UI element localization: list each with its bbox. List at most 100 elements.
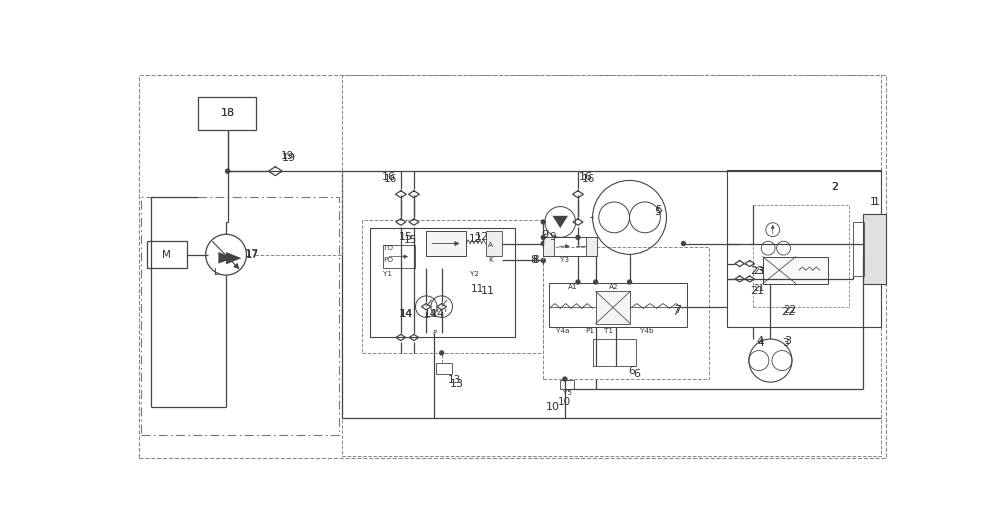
Text: 13: 13 (448, 375, 461, 385)
Text: 10: 10 (546, 402, 560, 412)
Circle shape (575, 234, 581, 240)
Text: 6: 6 (629, 366, 635, 376)
Text: 14': 14' (424, 309, 440, 319)
Bar (436, 363, 452, 374)
Circle shape (225, 168, 230, 174)
Text: 11: 11 (471, 284, 484, 294)
Text: Y4b: Y4b (640, 328, 654, 334)
Text: Y2: Y2 (470, 270, 479, 277)
Text: A1: A1 (568, 284, 577, 290)
Text: 5: 5 (655, 205, 662, 215)
Text: 19: 19 (281, 151, 294, 161)
Text: 12: 12 (469, 234, 482, 244)
Bar (549, 283, 687, 327)
Bar (853, 222, 864, 276)
Text: 21: 21 (750, 286, 764, 296)
Text: 3: 3 (783, 338, 789, 348)
Text: 9: 9 (541, 230, 548, 240)
Text: TO: TO (383, 245, 393, 251)
Text: Y3: Y3 (560, 258, 569, 263)
Bar (342, 75, 881, 456)
Bar (370, 228, 515, 337)
Polygon shape (226, 252, 241, 265)
Bar (593, 339, 636, 366)
Text: 21: 21 (753, 285, 765, 294)
Bar (560, 380, 574, 389)
Text: 22: 22 (783, 305, 796, 315)
Text: P1: P1 (585, 328, 594, 334)
Text: 18: 18 (221, 108, 235, 118)
Text: 14': 14' (431, 309, 448, 319)
Bar (863, 214, 886, 284)
Text: A: A (488, 242, 493, 248)
Text: 23: 23 (753, 267, 765, 276)
Text: 15: 15 (404, 235, 417, 246)
Text: T1: T1 (604, 328, 613, 334)
Circle shape (681, 241, 686, 246)
Text: 4: 4 (757, 338, 764, 348)
Polygon shape (218, 252, 234, 263)
Text: 16: 16 (579, 172, 593, 182)
Text: 3: 3 (785, 336, 792, 345)
Text: 23: 23 (750, 266, 764, 276)
Text: L: L (214, 268, 219, 277)
Circle shape (575, 279, 581, 285)
Text: 16: 16 (382, 172, 396, 182)
Text: A2: A2 (609, 284, 619, 290)
Text: 18: 18 (221, 108, 235, 118)
Circle shape (627, 279, 632, 285)
Bar (383, 245, 415, 268)
Text: 10: 10 (558, 397, 571, 407)
Circle shape (562, 376, 568, 382)
Text: 6: 6 (634, 369, 641, 379)
Circle shape (541, 258, 546, 263)
Text: 14: 14 (399, 309, 413, 319)
Text: 16: 16 (581, 174, 595, 184)
Circle shape (541, 234, 546, 240)
Text: 15: 15 (399, 232, 413, 242)
Text: 1: 1 (870, 197, 876, 207)
Circle shape (541, 241, 546, 246)
Bar (426, 231, 466, 256)
Text: 7: 7 (672, 307, 679, 317)
Text: 8: 8 (532, 256, 539, 266)
Text: 14: 14 (400, 309, 413, 319)
Text: 8: 8 (530, 256, 538, 266)
Bar (486, 231, 502, 256)
Text: 13: 13 (450, 379, 464, 389)
Polygon shape (553, 216, 568, 228)
Bar (362, 220, 543, 353)
Bar (147, 241, 187, 268)
Bar (543, 247, 709, 379)
Bar (596, 291, 630, 324)
Bar (543, 237, 597, 256)
Text: 2: 2 (831, 182, 838, 192)
Bar (753, 205, 849, 307)
Text: 17: 17 (246, 250, 259, 260)
Text: 9: 9 (549, 232, 556, 242)
Text: 7: 7 (674, 305, 682, 315)
Text: K: K (488, 258, 493, 263)
Bar (727, 169, 881, 327)
Circle shape (593, 279, 598, 285)
Circle shape (541, 219, 546, 225)
Bar (198, 97, 256, 129)
Text: 19: 19 (282, 153, 296, 163)
Text: 17: 17 (245, 249, 259, 259)
Text: PO: PO (383, 258, 393, 263)
Text: 5: 5 (654, 207, 661, 217)
Text: 11: 11 (481, 286, 495, 296)
Text: 22: 22 (781, 307, 795, 317)
Text: Y4a: Y4a (556, 328, 569, 334)
Bar (543, 237, 554, 256)
Bar (763, 257, 828, 284)
Bar (586, 237, 597, 256)
Text: 16: 16 (384, 174, 397, 184)
Text: 2: 2 (831, 182, 838, 192)
Circle shape (439, 350, 444, 355)
Text: Y1: Y1 (383, 270, 392, 277)
Text: Y5: Y5 (563, 390, 572, 396)
Text: P: P (432, 330, 436, 336)
Text: 12: 12 (475, 232, 489, 242)
Text: 1: 1 (872, 197, 879, 207)
